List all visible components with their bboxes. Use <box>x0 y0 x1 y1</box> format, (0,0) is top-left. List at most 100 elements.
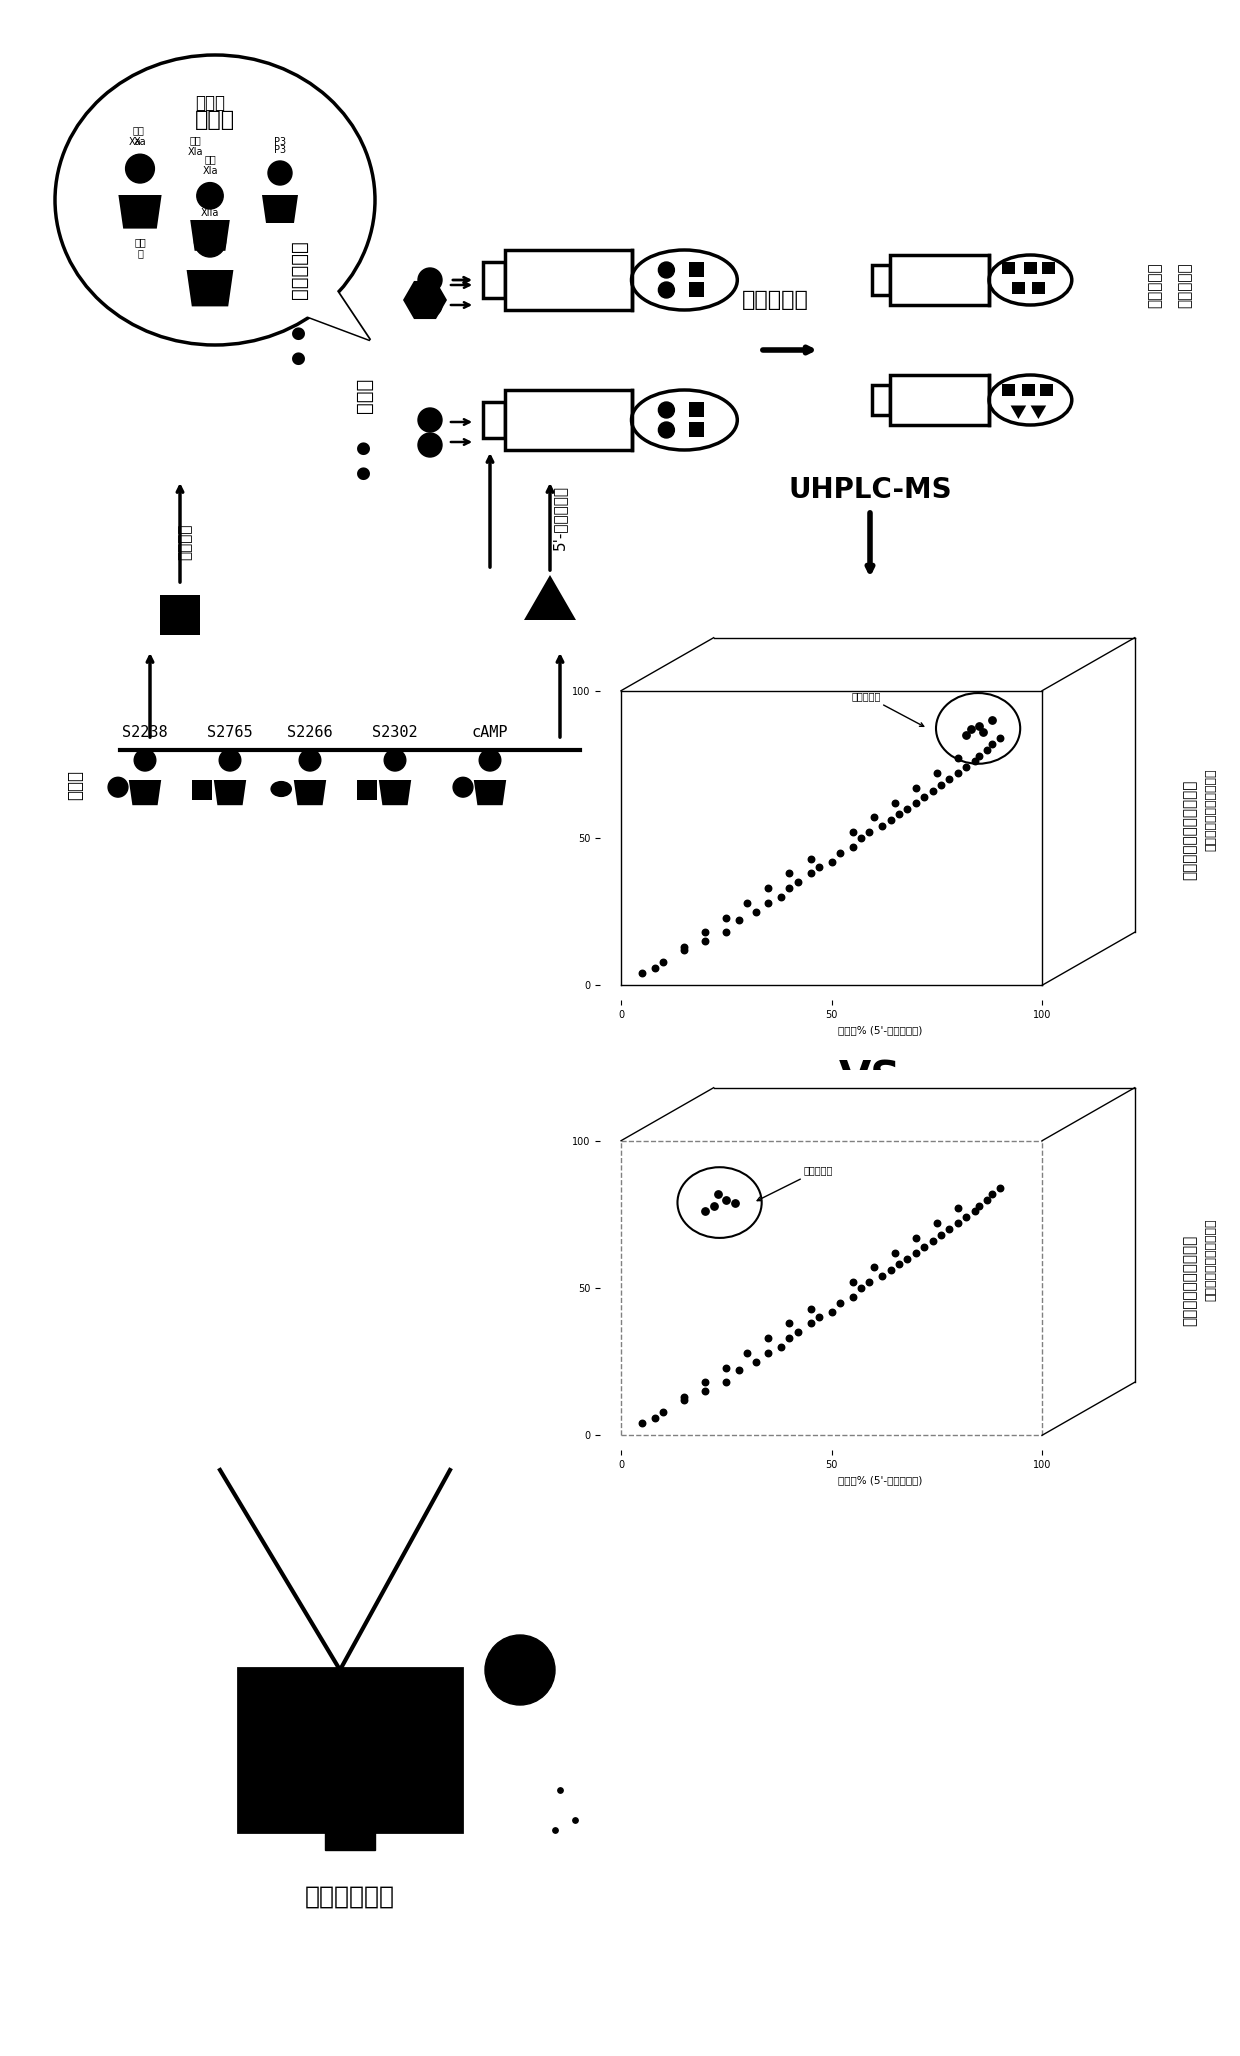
Circle shape <box>384 748 405 771</box>
Point <box>830 837 849 870</box>
Point <box>843 1281 863 1314</box>
X-axis label: 抑制率% (5'-核苷酸腊苷): 抑制率% (5'-核苷酸腊苷) <box>838 1026 923 1036</box>
Point <box>898 792 918 824</box>
Point <box>851 822 870 855</box>
Text: cAMP: cAMP <box>471 726 508 740</box>
Point <box>675 933 694 966</box>
Point <box>990 1172 1009 1205</box>
Point <box>704 1188 724 1221</box>
Text: 凝
Xa: 凝 Xa <box>134 125 146 146</box>
Text: 凝
Xa: 凝 Xa <box>129 125 141 146</box>
Point <box>864 1250 884 1283</box>
Point <box>822 1295 842 1328</box>
Point <box>956 718 976 750</box>
Point <box>947 742 967 775</box>
Point <box>717 1351 737 1384</box>
Polygon shape <box>294 779 326 806</box>
Polygon shape <box>378 779 412 806</box>
Point <box>696 915 715 948</box>
Polygon shape <box>129 779 161 806</box>
Point <box>653 1396 673 1429</box>
X-axis label: 抑制率% (5'-核苷酸腊苷): 抑制率% (5'-核苷酸腊苷) <box>838 1476 923 1484</box>
Point <box>759 872 779 905</box>
Point <box>906 785 926 818</box>
Text: 干血斑产物: 干血斑产物 <box>1178 263 1193 308</box>
Point <box>645 952 665 985</box>
Circle shape <box>268 160 291 185</box>
Point <box>982 703 1002 736</box>
Point <box>771 880 791 913</box>
Point <box>982 728 1002 761</box>
Point <box>822 845 842 878</box>
Point <box>717 1182 737 1215</box>
Polygon shape <box>290 280 370 339</box>
Circle shape <box>108 777 128 798</box>
Circle shape <box>485 1635 556 1704</box>
Point <box>859 816 879 849</box>
Circle shape <box>418 267 441 292</box>
Point <box>801 1291 821 1324</box>
Point <box>923 1225 942 1258</box>
Point <box>947 1207 967 1240</box>
Text: ●  ●: ● ● <box>355 440 373 479</box>
Text: UHPLC-MS: UHPLC-MS <box>789 477 952 504</box>
Point <box>738 886 758 919</box>
Point <box>808 851 828 884</box>
Bar <box>689 403 704 417</box>
Point <box>696 925 715 958</box>
Text: S2765: S2765 <box>207 726 253 740</box>
Point <box>653 946 673 979</box>
Polygon shape <box>262 195 298 222</box>
Bar <box>890 374 990 426</box>
Ellipse shape <box>990 255 1071 304</box>
Point <box>977 734 997 767</box>
Point <box>551 1774 570 1807</box>
Bar <box>689 261 704 278</box>
Text: 对照底物: 对照底物 <box>177 524 192 559</box>
Point <box>725 1186 745 1219</box>
Point <box>940 763 960 796</box>
Text: 多目标筛选器: 多目标筛选器 <box>305 1885 396 1910</box>
Point <box>880 804 900 837</box>
Point <box>965 1195 985 1227</box>
Point <box>928 1207 947 1240</box>
Point <box>738 1336 758 1369</box>
Text: 待筛化合物: 待筛化合物 <box>290 241 309 300</box>
Point <box>771 1330 791 1363</box>
Ellipse shape <box>990 374 1071 426</box>
Text: 标准组组抑制剂筛选结果: 标准组组抑制剂筛选结果 <box>1205 1219 1218 1301</box>
Ellipse shape <box>631 251 738 310</box>
Point <box>977 1182 997 1215</box>
Point <box>923 775 942 808</box>
Ellipse shape <box>270 781 291 798</box>
Circle shape <box>658 403 675 417</box>
Point <box>889 798 909 831</box>
Polygon shape <box>190 220 229 251</box>
Text: S2266: S2266 <box>288 726 332 740</box>
Bar <box>505 391 631 450</box>
Point <box>696 1195 715 1227</box>
Bar <box>357 779 377 800</box>
Point <box>931 1219 951 1252</box>
Bar <box>192 779 212 800</box>
Polygon shape <box>118 195 161 228</box>
Polygon shape <box>186 269 233 306</box>
Point <box>780 1322 800 1355</box>
Point <box>759 886 779 919</box>
Point <box>990 722 1009 755</box>
Circle shape <box>418 294 441 317</box>
Text: ●  ●: ● ● <box>290 325 308 364</box>
Point <box>787 1316 807 1349</box>
Bar <box>872 265 890 294</box>
Point <box>859 1266 879 1299</box>
Point <box>973 715 993 748</box>
Text: 因子
XIa: 因子 XIa <box>187 136 203 156</box>
Text: 凝血
酶: 凝血 酶 <box>134 236 146 259</box>
Ellipse shape <box>631 391 738 450</box>
Text: XIIa: XIIa <box>201 208 219 218</box>
Polygon shape <box>290 280 370 339</box>
Circle shape <box>658 421 675 438</box>
Point <box>968 1188 988 1221</box>
Ellipse shape <box>55 56 374 345</box>
Bar <box>872 384 890 415</box>
